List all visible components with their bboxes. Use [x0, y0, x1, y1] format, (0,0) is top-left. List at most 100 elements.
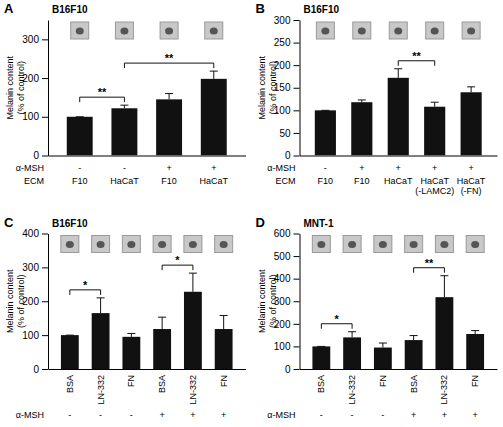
label-row: BSALN-332FNBSALN-332FN	[65, 375, 229, 405]
x-label: F10	[161, 176, 177, 186]
inset-image	[115, 22, 133, 39]
x-label: LN-332	[188, 375, 198, 405]
y-tick-label: 300	[274, 15, 291, 26]
y-tick-mark	[42, 117, 48, 118]
inset-image	[312, 236, 330, 253]
x-label: +	[396, 163, 401, 173]
y-axis-line	[48, 21, 49, 157]
x-label: +	[468, 163, 473, 173]
y-axis-title: Melanin content(% of control)	[5, 55, 26, 119]
x-label: -	[78, 163, 81, 173]
y-tick: 100	[22, 330, 48, 341]
error-cap	[66, 335, 74, 336]
row-label: ECM	[276, 176, 296, 186]
inset-image	[153, 236, 171, 253]
bar	[215, 329, 233, 369]
x-axis	[49, 369, 247, 370]
error-cap	[440, 275, 448, 276]
inset-image	[435, 236, 453, 253]
inset-pellet	[189, 241, 197, 248]
panel-title: B16F10	[52, 4, 88, 15]
x-label: -	[123, 163, 126, 173]
inset-pellet	[127, 241, 135, 248]
y-tick-label: 400	[22, 228, 39, 239]
error-stem	[352, 332, 353, 338]
inset-image	[184, 236, 202, 253]
inset-image	[462, 22, 480, 39]
error-cap	[220, 315, 228, 316]
bar	[435, 297, 453, 369]
y-axis: 0100200300400	[22, 228, 48, 375]
y-tick: 100	[22, 111, 48, 122]
error-cap	[467, 86, 475, 87]
y-tick: 400	[22, 228, 48, 239]
row-label: α-MSH	[267, 163, 295, 173]
error-stem	[213, 71, 214, 79]
y-tick-mark	[42, 335, 48, 336]
bar	[156, 99, 182, 155]
x-label: FN	[470, 375, 480, 387]
y-tick-label: 300	[22, 34, 39, 45]
y-tick: 150	[274, 82, 300, 93]
x-axis	[49, 156, 247, 157]
error-stem	[471, 87, 472, 92]
error-stem	[398, 69, 399, 78]
bar	[388, 78, 409, 156]
inset-pellet	[97, 241, 105, 248]
label-row: ---+++α-MSH	[16, 410, 226, 420]
inset-image	[316, 22, 334, 39]
plot: 0100200300****--++α-MSHF10HaCaTF10HaCaTE…	[16, 21, 246, 186]
significance: ***	[321, 257, 444, 329]
bar	[461, 92, 482, 155]
error-bar	[321, 110, 329, 111]
inset-pellet	[66, 241, 74, 248]
inset-pellet	[431, 28, 439, 35]
error-cap	[410, 335, 418, 336]
x-label: FN	[126, 375, 136, 387]
x-label: -	[381, 410, 384, 420]
bars	[312, 276, 484, 369]
error-cap	[158, 317, 166, 318]
y-tick-mark	[294, 156, 300, 157]
y-axis: 0100200300	[22, 21, 48, 162]
inset-image	[122, 236, 140, 253]
inset-image	[405, 236, 423, 253]
error-cap	[348, 331, 356, 332]
error-stem	[169, 94, 170, 100]
error-cap	[358, 99, 366, 100]
label-row: F10HaCaTF10HaCaTECM	[24, 176, 229, 186]
x-label: BSA	[65, 375, 75, 393]
y-tick-mark	[42, 39, 48, 40]
bar	[374, 348, 392, 369]
error-bar	[189, 273, 197, 292]
y-tick: 500	[274, 251, 300, 262]
y-tick: 200	[274, 319, 300, 330]
y-tick-mark	[294, 88, 300, 89]
error-bar	[97, 298, 105, 313]
label-row: ---+++α-MSH	[267, 410, 477, 420]
error-bar	[410, 336, 418, 341]
x-label: HaCaT	[200, 176, 229, 186]
inset-image	[71, 22, 89, 39]
panel-letter: D	[256, 215, 265, 230]
label-row: BSALN-332FNBSALN-332FN	[316, 375, 480, 405]
y-tick-label: 0	[285, 364, 291, 375]
error-cap	[431, 102, 439, 103]
x-axis-line	[49, 156, 247, 157]
x-label: LN-332	[439, 375, 449, 405]
y-tick-mark	[42, 369, 48, 370]
y-tick-mark	[294, 20, 300, 21]
bar	[153, 329, 171, 369]
inset-images	[316, 22, 480, 39]
error-cap	[471, 330, 479, 331]
inset-pellet	[165, 28, 173, 35]
x-label: FN	[378, 375, 388, 387]
x-label: +	[473, 410, 478, 420]
error-bar	[127, 333, 135, 336]
significance-label: **	[165, 52, 174, 64]
y-tick-label: 0	[285, 150, 291, 161]
error-stem	[475, 331, 476, 334]
bar	[405, 340, 423, 369]
error-stem	[434, 102, 435, 107]
y-tick: 0	[33, 150, 48, 161]
